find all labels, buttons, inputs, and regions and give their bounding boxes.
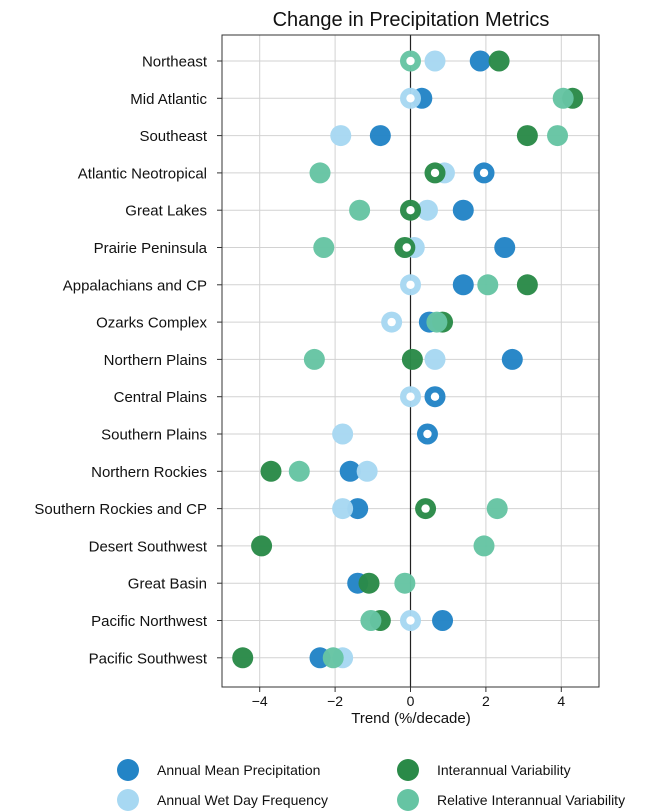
hollow-marker-6 [406, 280, 415, 289]
point-3-8 [303, 348, 325, 370]
y-tick-label: Southern Plains [101, 427, 207, 444]
y-tick-labels: Northeast Mid Atlantic Southeast Atlantic N… [34, 54, 222, 667]
point-3-13 [473, 535, 495, 557]
y-tick-label: Northern Plains [104, 352, 207, 369]
point-0-2 [369, 125, 391, 147]
hollow-marker-5 [402, 243, 411, 252]
legend-swatch [397, 789, 419, 811]
legend: Annual Mean Precipitation Annual Wet Day … [0, 752, 646, 812]
point-3-7 [426, 311, 448, 333]
y-tick-label: Pacific Southwest [89, 650, 208, 667]
hollow-marker-8 [406, 392, 415, 401]
point-2-2 [516, 125, 538, 147]
legend-item: Annual Wet Day Frequency [117, 789, 328, 811]
y-tick-label: Northeast [142, 54, 208, 71]
point-1-8 [424, 348, 446, 370]
hollow-marker-10 [423, 429, 432, 439]
legend-swatch [117, 759, 139, 781]
x-tick-label: 0 [407, 693, 415, 709]
point-3-15 [360, 610, 382, 631]
x-tick-label: 2 [482, 693, 490, 709]
point-3-5 [313, 237, 335, 258]
y-tick-label: Pacific Northwest [91, 613, 208, 630]
legend-label: Interannual Variability [437, 762, 571, 778]
point-1-2 [330, 125, 352, 147]
point-1-11 [356, 460, 378, 482]
point-0-15 [432, 610, 454, 631]
point-2-0 [488, 50, 510, 72]
legend-swatch [117, 789, 139, 811]
point-1-10 [332, 423, 354, 445]
point-0-8 [501, 348, 523, 370]
point-3-12 [486, 498, 508, 520]
point-0-4 [452, 199, 474, 221]
point-3-14 [394, 572, 416, 594]
hollow-marker-3 [479, 168, 489, 178]
x-tick-label: −4 [252, 693, 268, 709]
legend-item: Relative Interannual Variability [397, 789, 625, 811]
legend-item: Interannual Variability [397, 759, 571, 781]
hollow-marker-9 [430, 392, 440, 401]
point-3-11 [288, 460, 310, 482]
point-2-13 [251, 535, 273, 557]
legend-label: Annual Wet Day Frequency [157, 792, 328, 808]
point-0-12 [347, 498, 369, 520]
point-0-0 [469, 50, 491, 72]
chart-canvas: Change in Precipitation Metrics Northeas… [34, 9, 600, 727]
y-tick-label: Desert Southwest [89, 538, 208, 555]
y-tick-label: Great Lakes [125, 203, 207, 220]
hollow-marker-11 [421, 504, 430, 513]
hollow-marker-2 [430, 168, 440, 178]
chart-title: Change in Precipitation Metrics [273, 9, 550, 31]
point-2-8 [401, 348, 423, 370]
y-tick-label: Northern Rockies [91, 464, 207, 481]
y-tick-label: Prairie Peninsula [94, 240, 208, 257]
point-2-6 [516, 274, 538, 296]
hollow-marker-7 [387, 317, 396, 327]
y-tick-label: Ozarks Complex [96, 315, 207, 332]
legend-label: Relative Interannual Variability [437, 792, 626, 808]
point-2-14 [358, 572, 380, 594]
y-tick-label: Mid Atlantic [130, 91, 207, 108]
hollow-marker-1 [406, 94, 415, 103]
point-1-0 [424, 50, 446, 72]
y-tick-label: Appalachians and CP [63, 277, 207, 294]
points-layer [232, 50, 584, 669]
x-tick-label: 4 [557, 693, 565, 709]
hollow-marker-4 [406, 206, 415, 215]
x-tick-labels: −4 −2 0 2 4 [252, 687, 565, 709]
point-0-5 [494, 237, 516, 258]
x-tick-label: −2 [327, 693, 343, 709]
x-axis-label: Trend (%/decade) [351, 710, 471, 727]
point-0-6 [452, 274, 474, 296]
legend-item: Annual Mean Precipitation [117, 759, 320, 781]
point-3-1 [552, 87, 574, 109]
point-1-12 [332, 498, 354, 520]
legend-swatch [397, 759, 419, 781]
point-2-16 [232, 647, 254, 669]
point-3-4 [349, 199, 371, 221]
y-tick-label: Central Plains [114, 389, 207, 406]
point-2-11 [260, 460, 282, 482]
point-0-11 [339, 460, 361, 482]
point-3-3 [309, 162, 331, 184]
point-3-16 [322, 647, 344, 669]
legend-label: Annual Mean Precipitation [157, 762, 321, 778]
hollow-marker-12 [406, 616, 415, 625]
y-tick-label: Southeast [139, 128, 207, 145]
point-1-4 [416, 199, 438, 221]
point-3-6 [477, 274, 499, 296]
y-tick-label: Great Basin [128, 576, 207, 593]
point-3-2 [547, 125, 569, 147]
hollow-marker-0 [406, 56, 415, 66]
y-tick-label: Southern Rockies and CP [34, 501, 207, 518]
y-tick-label: Atlantic Neotropical [78, 165, 207, 182]
